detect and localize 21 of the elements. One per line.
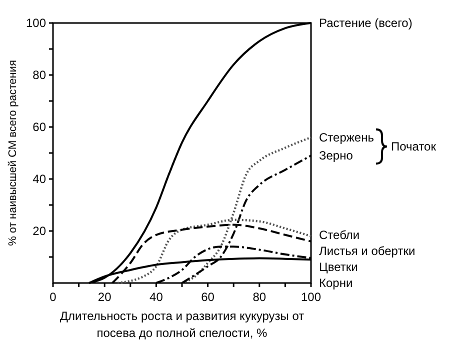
y-tick-label: 80 bbox=[32, 68, 46, 82]
text: Початок bbox=[391, 140, 437, 154]
x-tick-label: 40 bbox=[150, 290, 164, 304]
y-axis-title: % от наивысшей СМ всего растения bbox=[7, 60, 19, 246]
x-axis-title: Длительность роста и развития кукурузы от посева до полной спелости, % bbox=[60, 309, 305, 340]
series-label: Растение (всего) bbox=[319, 16, 412, 30]
series-label: Зерно bbox=[319, 148, 354, 163]
series-label: Цветки bbox=[319, 260, 358, 274]
x-tick-label: 20 bbox=[98, 290, 112, 304]
x-tick-label: 100 bbox=[300, 290, 322, 304]
y-tick-label: 40 bbox=[32, 172, 46, 186]
x-tick-label: 60 bbox=[201, 290, 215, 304]
series-label: Листья и обертки bbox=[319, 244, 416, 258]
y-tick-label: 100 bbox=[26, 16, 46, 30]
y-tick-label: 60 bbox=[32, 120, 46, 134]
x-tick-label: 0 bbox=[50, 290, 57, 304]
series-label: Корни bbox=[319, 276, 353, 290]
series-label: Стебли bbox=[319, 228, 360, 242]
x-tick-label: 80 bbox=[252, 290, 266, 304]
series-label: Стержень bbox=[319, 130, 374, 144]
y-tick-label: 20 bbox=[32, 224, 46, 238]
